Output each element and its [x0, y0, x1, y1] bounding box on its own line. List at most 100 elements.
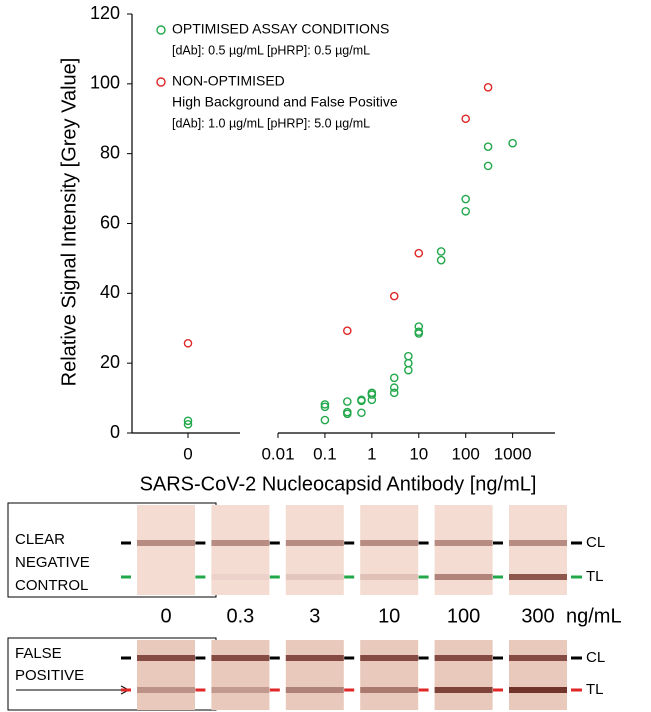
control-line — [285, 540, 344, 546]
control-line — [434, 655, 493, 661]
data-point — [414, 248, 424, 258]
test-line — [211, 687, 270, 693]
y-tick-label: 60 — [100, 212, 120, 232]
control-line — [509, 655, 567, 661]
data-point — [343, 326, 352, 335]
data-point — [320, 400, 330, 409]
line-label: CL — [586, 649, 605, 666]
concentration-label: 0.3 — [226, 605, 254, 627]
x-tick-label: 1 — [367, 444, 376, 463]
test-line — [434, 687, 493, 693]
data-point — [320, 415, 330, 425]
test-strip — [509, 640, 567, 710]
test-strip — [137, 640, 195, 710]
data-point — [320, 402, 330, 412]
data-point — [389, 383, 399, 392]
control-line — [285, 655, 344, 661]
row-label: CONTROL — [15, 577, 88, 594]
data-point — [461, 194, 470, 204]
data-point — [414, 322, 424, 331]
control-line — [360, 540, 419, 546]
y-tick-label: 80 — [100, 142, 120, 162]
data-point — [483, 161, 493, 171]
control-line — [509, 540, 567, 546]
concentration-label: 0 — [160, 605, 171, 627]
data-point — [404, 351, 413, 361]
row-label: NEGATIVE — [15, 554, 90, 571]
data-point — [483, 83, 493, 92]
data-point — [508, 138, 517, 148]
line-label: TL — [586, 681, 604, 698]
data-point — [414, 327, 424, 337]
x-tick-label: 0.01 — [261, 444, 294, 463]
data-point — [357, 408, 366, 418]
data-point — [183, 419, 193, 429]
x-axis-label: SARS-CoV-2 Nucleocapsid Antibody [ng/mL] — [140, 473, 537, 495]
data-point — [183, 338, 193, 348]
concentration-label: 3 — [309, 605, 320, 627]
test-strip — [137, 505, 195, 595]
concentration-label: 100 — [447, 605, 480, 627]
line-label: TL — [586, 568, 604, 585]
y-tick-label: 0 — [110, 422, 120, 442]
data-point — [389, 291, 399, 301]
legend-detail: [dAb]: 1.0 µg/mL [pHRP]: 5.0 µg/mL — [172, 116, 370, 130]
test-line — [211, 574, 270, 580]
control-line — [434, 540, 493, 546]
control-line — [137, 540, 195, 546]
test-strip — [434, 640, 493, 710]
control-line — [211, 655, 270, 661]
concentration-label: 300 — [521, 605, 554, 627]
control-line — [211, 540, 270, 546]
y-axis-label: Relative Signal Intensity [Grey Value] — [58, 58, 80, 387]
data-point — [183, 416, 193, 426]
test-strip — [360, 640, 419, 710]
data-point — [367, 388, 377, 398]
data-point — [483, 142, 493, 151]
unit-label: ng/mL — [566, 605, 622, 627]
test-strip — [509, 505, 567, 595]
test-line — [360, 574, 419, 580]
legend-detail: [dAb]: 0.5 µg/mL [pHRP]: 0.5 µg/mL — [172, 43, 370, 57]
test-strip — [285, 640, 344, 710]
legend-detail: High Background and False Positive — [172, 94, 398, 110]
test-strip — [434, 505, 493, 595]
test-line — [434, 574, 493, 580]
control-line — [360, 655, 419, 661]
test-strip — [211, 640, 270, 710]
test-line — [285, 687, 344, 693]
legend-label: OPTIMISED ASSAY CONDITIONS — [172, 21, 389, 37]
y-tick-label: 100 — [90, 73, 120, 93]
data-point — [357, 395, 366, 405]
legend-marker — [156, 25, 166, 35]
y-tick-label: 40 — [100, 282, 120, 302]
x-tick-label: 100 — [452, 444, 480, 463]
concentration-label: 10 — [378, 605, 400, 627]
legend-label: NON-OPTIMISED — [172, 73, 285, 89]
test-strip — [285, 505, 344, 595]
data-point — [404, 358, 413, 368]
x-tick-label: 0 — [183, 444, 192, 463]
row-label: POSITIVE — [15, 667, 84, 684]
data-point — [461, 114, 470, 124]
control-line — [137, 655, 195, 661]
data-point — [343, 397, 352, 406]
test-line — [285, 574, 344, 580]
test-line — [509, 574, 567, 580]
test-line — [360, 687, 419, 693]
data-point — [461, 206, 470, 216]
data-point — [436, 255, 446, 265]
test-strip — [360, 505, 419, 595]
x-tick-label: 10 — [409, 444, 428, 463]
data-point — [404, 365, 413, 375]
x-tick-label: 0.1 — [313, 444, 337, 463]
test-line — [137, 687, 195, 693]
line-label: CL — [586, 534, 605, 551]
y-tick-label: 120 — [90, 3, 120, 23]
row-label: CLEAR — [15, 531, 65, 548]
test-strip — [211, 505, 270, 595]
data-point — [343, 407, 352, 417]
legend-marker — [156, 77, 166, 87]
data-point — [389, 373, 399, 383]
